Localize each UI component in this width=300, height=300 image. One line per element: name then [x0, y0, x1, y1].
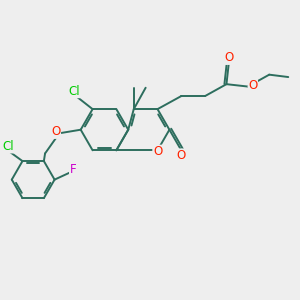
Text: O: O [51, 125, 61, 138]
Text: Cl: Cl [2, 140, 14, 153]
Text: Cl: Cl [69, 85, 80, 98]
Text: O: O [224, 51, 233, 64]
Text: F: F [70, 163, 76, 176]
Text: O: O [248, 80, 257, 92]
Text: O: O [153, 145, 162, 158]
Text: O: O [177, 149, 186, 162]
